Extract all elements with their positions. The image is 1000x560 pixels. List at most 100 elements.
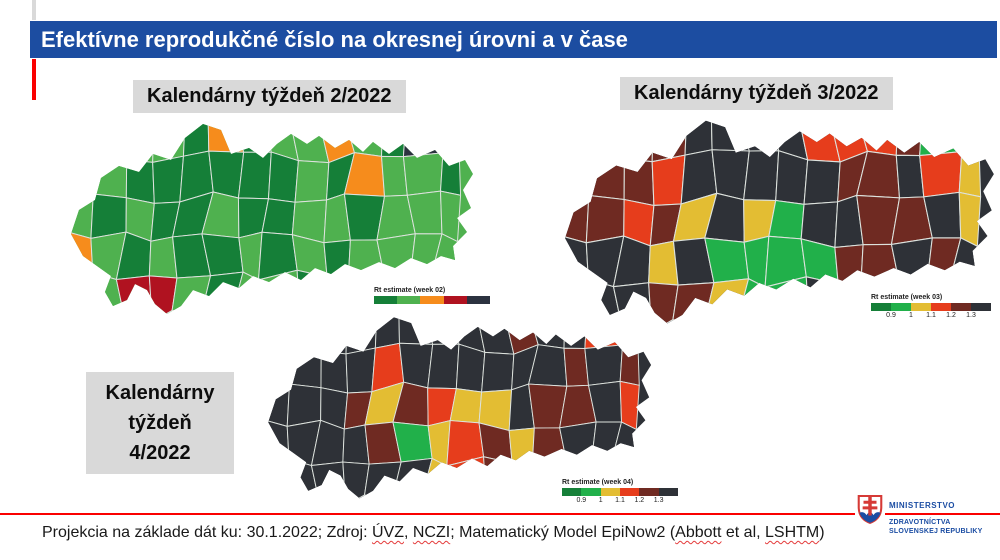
district-cell [268,419,290,467]
footer-note: Projekcia na základe dát ku: 30.1.2022; … [42,524,825,542]
district-cell [743,150,780,202]
district-cell [651,120,688,163]
district-cell [508,427,535,464]
district-cell [171,275,212,313]
district-cell [623,120,655,163]
footer-text-segment: ÚVZ [371,524,404,541]
footer-text-segment: NCZI [412,524,451,541]
district-cell [268,458,290,499]
legend-color-swatch [951,303,971,311]
district-cell [830,279,862,324]
district-cell [440,190,462,243]
district-cell [283,350,322,389]
label-week-4: Kalendárny týždeň 4/2022 [86,372,234,474]
footer-text-segment: LSHTM [765,524,820,541]
district-cell [342,461,370,499]
district-cell [895,120,923,157]
district-cell [182,124,210,157]
legend-tick-label: 0.9 [576,497,587,504]
legend-tick-label: 1 [909,312,913,319]
district-cell [71,155,94,195]
footer-text-segment: et al, [721,524,766,541]
district-cell [427,343,460,390]
district-cell [563,347,589,387]
legend-color-swatch [891,303,911,311]
district-cell [364,461,402,497]
district-cell [87,124,128,161]
district-cell [381,124,407,158]
footer-text-segment: , [403,524,413,541]
legend-color-swatch [420,296,444,304]
legend-color-swatch [619,488,640,496]
legend-title: Rt estimate (week 04) [562,479,634,486]
ministry-logo: MINISTERSTVO ZDRAVOTNÍCTVA SLOVENSKEJ RE… [855,492,982,536]
slovakia-district-map-week2 [71,124,473,314]
district-cell [440,152,462,196]
district-cell [672,282,715,322]
legend-color-swatch [443,296,467,304]
district-cell [286,383,322,427]
district-cell [648,282,679,324]
legend-title: Rt estimate (week 03) [871,294,943,301]
legend-color-bar [871,303,991,311]
district-cell [381,155,408,197]
ministry-logo-text: MINISTERSTVO ZDRAVOTNÍCTVA SLOVENSKEJ RE… [889,492,982,536]
district-cell [741,120,780,152]
district-cell [449,388,483,424]
label-week-2: Kalendárny týždeň 2/2022 [133,80,406,113]
legend-tick-label: 1.3 [653,497,664,504]
district-cell [398,342,434,389]
legend-tick-label: 1 [598,497,603,504]
legend-ticks: 0.9 1 1.1 1.2 1.3 [562,497,678,506]
legend-color-swatch [971,303,991,311]
district-cell [125,159,155,204]
district-cell [320,317,348,355]
district-cell [953,120,990,157]
district-cell [710,120,750,152]
legend-color-swatch [658,488,678,496]
district-cell [71,193,94,239]
district-cell [455,343,486,393]
page-title: Efektívne reprodukčné číslo na okresnej … [41,26,628,52]
district-cell [115,275,153,314]
district-cell [958,151,982,198]
district-cell [71,272,94,314]
footer-text-segment: Abbott [675,524,722,541]
district-cell [425,317,460,345]
legend-title: Rt estimate (week 02) [374,287,446,294]
ministry-logo-line3: SLOVENSKEJ REPUBLIKY [889,528,983,535]
footer-text-segment: ; Matematický Model EpiNow2 ( [450,524,676,541]
district-cell [402,152,444,196]
district-cell [803,159,841,205]
district-cell [152,155,184,204]
footer-text-segment: Projekcia na základe dát ku: 30.1.2022; … [42,524,372,541]
district-cell [268,347,290,385]
district-cell [958,191,982,247]
slovakia-district-map-week3 [565,120,994,324]
ministry-logo-line1: MINISTERSTVO [889,501,956,510]
district-cell [71,231,94,281]
district-cell [775,150,809,205]
red-accent-line [32,59,36,100]
district-cell [919,151,963,198]
district-cell [582,120,626,160]
district-cell [434,124,470,158]
district-cell [261,198,296,236]
district-cell [236,124,272,153]
district-cell [919,120,963,157]
slovak-coat-of-arms-icon [855,492,885,531]
district-cell [805,276,839,324]
label-week-4-line1: Kalendárny [105,382,215,404]
district-cell [345,347,376,394]
legend-color-bar [562,488,678,496]
district-cell [148,275,178,314]
district-cell [376,233,416,282]
district-cell [402,124,444,158]
district-cell [267,151,299,203]
title-bar: Efektívne reprodukčné číslo na okresnej … [30,21,997,58]
district-cell [294,160,330,203]
district-cell [834,244,864,285]
district-cell [895,154,925,199]
district-cell [283,317,322,353]
